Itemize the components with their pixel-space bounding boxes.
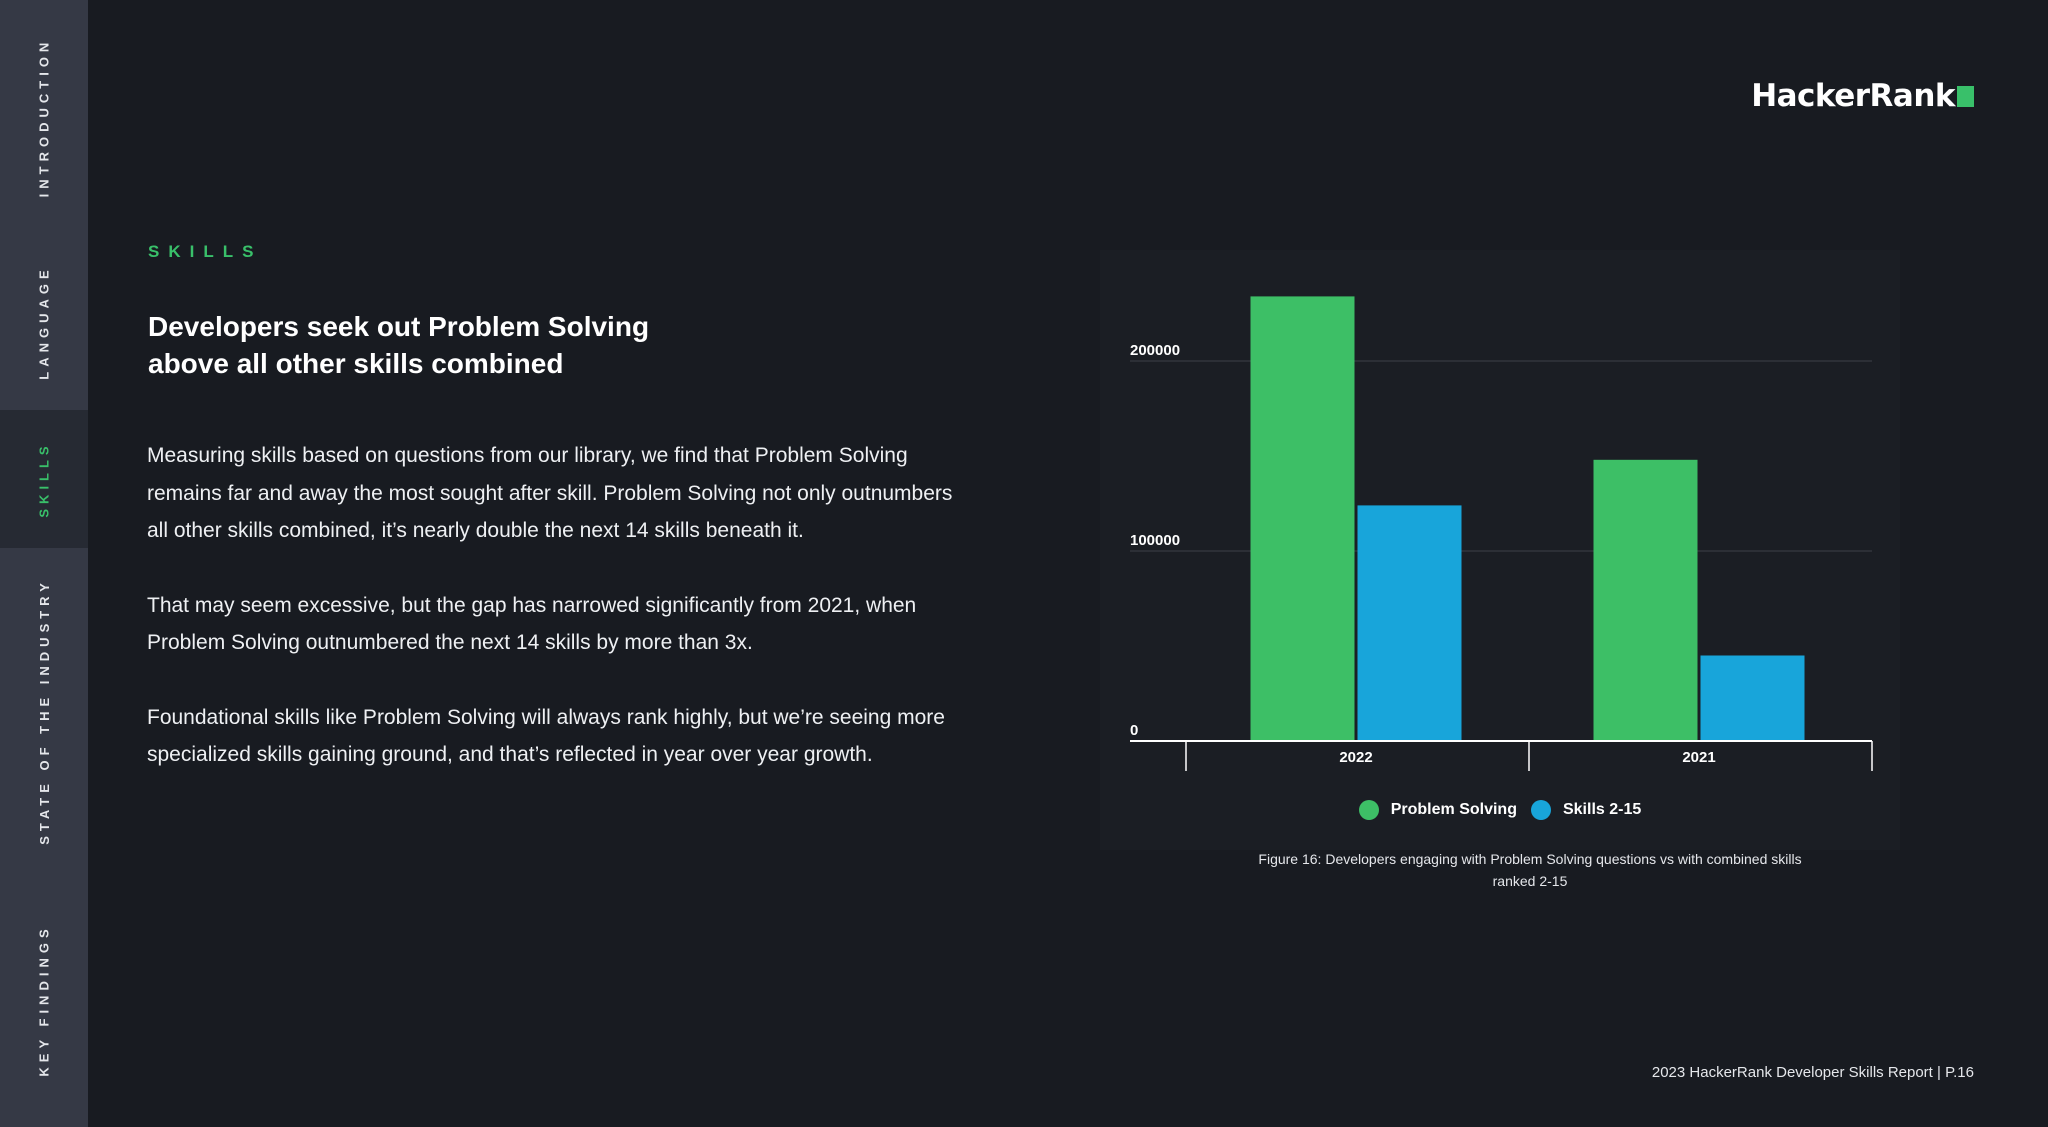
sidebar-item-label: KEY FINDINGS bbox=[36, 924, 52, 1077]
paragraph: Foundational skills like Problem Solving… bbox=[147, 705, 945, 767]
legend-dot-icon bbox=[1530, 800, 1551, 820]
y-tick-label: 100000 bbox=[1130, 532, 1180, 549]
paragraph: Measuring skills based on questions from… bbox=[147, 444, 953, 542]
logo-text: HackerRank bbox=[1751, 78, 1955, 114]
page-footer: 2023 HackerRank Developer Skills Report … bbox=[1651, 1064, 1974, 1081]
bar bbox=[1700, 655, 1805, 741]
sidebar-item-introduction[interactable]: INTRODUCTION bbox=[0, 0, 88, 235]
section-eyebrow: SKILLS bbox=[148, 242, 263, 261]
x-tick-label: 2022 bbox=[1339, 749, 1372, 766]
legend-item: Skills 2-15 bbox=[1530, 800, 1642, 820]
bar-chart: 0 100000 200000 2022 2021 bbox=[1130, 296, 1873, 771]
hackerrank-logo: HackerRank bbox=[1751, 78, 1974, 114]
legend-label: Skills 2-15 bbox=[1562, 801, 1642, 818]
legend-dot-icon bbox=[1358, 800, 1379, 820]
y-tick-label: 0 bbox=[1130, 722, 1138, 739]
bar bbox=[1593, 459, 1698, 741]
sidebar-item-label: INTRODUCTION bbox=[36, 37, 52, 198]
sidebar-item-language[interactable]: LANGUAGE bbox=[0, 235, 88, 410]
sidebar-item-key-findings[interactable]: KEY FINDINGS bbox=[0, 874, 88, 1127]
y-tick-label: 200000 bbox=[1130, 342, 1180, 359]
bar bbox=[1357, 505, 1462, 741]
sidebar-item-label: SKILLS bbox=[36, 440, 52, 518]
x-tick-label: 2021 bbox=[1682, 749, 1715, 766]
figure-caption: Figure 16: Developers engaging with Prob… bbox=[1258, 851, 1802, 889]
sidebar-item-label: LANGUAGE bbox=[36, 265, 52, 380]
body-text: Measuring skills based on questions from… bbox=[147, 437, 967, 811]
legend-label: Problem Solving bbox=[1390, 801, 1517, 818]
legend-item: Problem Solving bbox=[1358, 800, 1517, 820]
sidebar-item-state-of-the-industry[interactable]: STATE OF THE INDUSTRY bbox=[0, 548, 88, 874]
sidebar-item-label: STATE OF THE INDUSTRY bbox=[36, 577, 52, 845]
sidebar-item-skills[interactable]: SKILLS bbox=[0, 410, 88, 548]
sidebar-nav: INTRODUCTION LANGUAGE SKILLS STATE OF TH… bbox=[0, 0, 88, 1127]
bar bbox=[1250, 296, 1355, 741]
bar-chart-panel: 0 100000 200000 2022 2021 Problem Solving Sk… bbox=[1100, 250, 1900, 850]
paragraph: That may seem excessive, but the gap has… bbox=[147, 593, 917, 655]
page-title: Developers seek out Problem Solving abov… bbox=[148, 311, 650, 379]
chart-legend: Problem Solving Skills 2-15 bbox=[1100, 800, 1900, 820]
logo-square-icon bbox=[1957, 85, 1974, 107]
